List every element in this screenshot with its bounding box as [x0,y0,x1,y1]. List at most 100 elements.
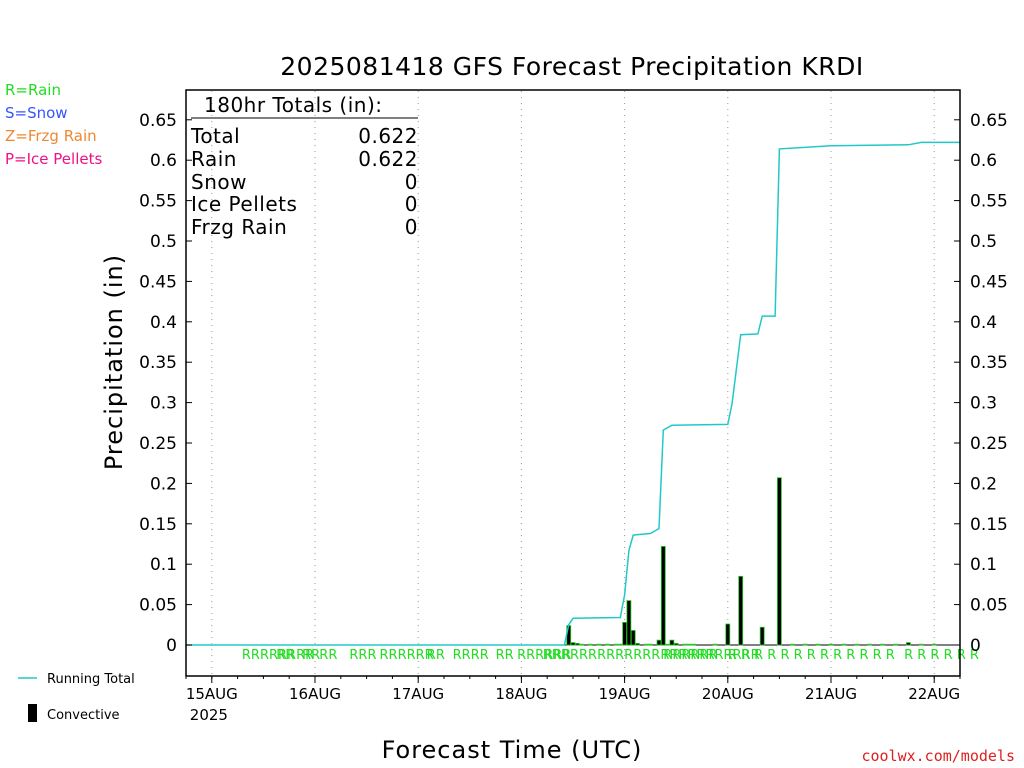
ptype-mark: RRRRRR [663,648,717,663]
precip-bar [691,643,696,646]
x-tick-label: 22AUG [908,685,960,703]
chart-title: 2025081418 GFS Forecast Precipitation KR… [280,52,863,81]
precip-bar [682,643,688,646]
y-tick-label-right: 0.65 [970,111,1008,131]
legend-running-total-label: Running Total [47,672,135,687]
totals-label-snow: Snow [191,170,247,194]
ptype-mark: RR [427,648,445,663]
ptype-mark: RRRRRRRRRRRRRRRRRRRRRRRR [543,648,760,663]
y-axis-label: Precipitation (in) [100,254,128,470]
precip-bar [648,643,653,646]
key-freezing-rain: Z=Frzg Rain [5,127,97,145]
precip-bar [789,643,795,646]
key-snow: S=Snow [5,104,68,122]
y-tick-label-right: 0.1 [970,555,997,575]
grid-lines [186,91,960,675]
precip-bar [777,477,782,646]
y-tick-label-right: 0.15 [970,515,1008,535]
y-tick-label: 0 [166,636,177,656]
plot-frame [185,89,961,677]
ptype-mark: RR [276,648,294,663]
precip-bar [665,643,670,646]
y-tick-label: 0.1 [150,555,177,575]
precip-bar [918,643,924,646]
ptype-mark: RR [319,648,337,663]
x-axis-label: Forecast Time (UTC) [382,736,643,764]
ptype-mark: RR [496,648,514,663]
y-tick-label-right: 0.6 [970,151,997,171]
precip-bar [867,643,873,646]
y-tick-label-right: 0.35 [970,353,1008,373]
precip-type-key: R=Rain S=Snow Z=Frzg Rain P=Ice Pellets [5,81,102,168]
totals-label-total: Total [190,124,240,148]
key-ice-pellets: P=Ice Pellets [5,150,102,168]
precip-bar [841,643,847,646]
precip-bar [759,626,765,646]
ptype-mark: RRRRRRRR [242,648,314,663]
x-axis: 15AUG 2025 16AUG 17AUG 18AUG 19AUG 20AUG 21AUG 2… [185,676,961,724]
chart-legend: Running Total Convective [18,672,135,723]
totals-header: 180hr Totals (in): [204,93,383,117]
credit-text: coolwx.com/models [861,747,1015,765]
precip-bar [626,600,632,646]
x-tick-label: 19AUG [599,685,651,703]
precip-bar [622,621,627,646]
precip-bar [854,643,860,646]
legend-convective-label: Convective [47,708,120,723]
x-tick-label: 17AUG [392,685,444,703]
precip-bar [828,643,834,646]
precip-bar [596,643,602,646]
precip-bar [673,642,679,646]
precip-bar [738,575,744,646]
x-tick-label: 16AUG [289,685,341,703]
y-tick-label: 0.2 [150,474,177,494]
precip-type-row: RRRRRRRRRR RR RR RRR RRRRRRRR RRRR RR RRRRRRRRR… [242,648,979,663]
totals-label-rain: Rain [191,147,237,171]
precip-bar [613,643,619,646]
y-tick-label: 0.45 [139,272,177,292]
y-axis-left: 0 0.05 0.1 0.15 0.2 0.25 0.3 0.35 0.4 0.45 0.5 0.55… [139,111,192,656]
y-tick-label: 0.15 [139,515,177,535]
x-tick-label: 15AUG [186,685,238,703]
y-tick-label-right: 0.3 [970,394,997,414]
precip-bar [660,546,666,646]
x-tick-label: 21AUG [805,685,857,703]
y-tick-label: 0.55 [139,192,177,212]
precip-bar [656,639,662,646]
y-tick-label: 0.5 [150,232,177,252]
precip-bar [617,643,623,646]
precip-bar [686,643,692,646]
y-tick-label-right: 0.05 [970,596,1008,616]
y-tick-label: 0.6 [150,151,177,171]
totals-value-frzg-rain: 0 [405,215,418,239]
precip-bar [880,643,885,646]
ptype-mark: RRRRRR [380,648,434,663]
precip-bar [802,643,808,646]
precip-bar [725,623,731,646]
precip-bar [587,643,593,646]
y-tick-label: 0.65 [139,111,177,131]
legend-convective-swatch [28,704,37,722]
precip-bar [630,630,636,646]
convective-bars [566,477,937,646]
y-tick-label: 0.05 [139,596,177,616]
ptype-mark: RRR [349,648,376,663]
x-tick-label: 20AUG [702,685,754,703]
key-rain: R=Rain [5,81,61,99]
y-tick-label-right: 0.25 [970,434,1008,454]
x-tick-label: 18AUG [495,685,547,703]
precip-bar [605,643,610,646]
y-axis-right: 0 0.05 0.1 0.15 0.2 0.25 0.3 0.35 0.4 0.45 0.5 0.55… [954,111,1008,656]
precip-bar [893,643,898,646]
totals-value-total: 0.622 [358,124,418,148]
y-tick-label-right: 0.5 [970,232,997,252]
totals-value-snow: 0 [405,170,418,194]
totals-label-frzg-rain: Frzg Rain [191,215,287,239]
totals-value-rain: 0.622 [358,147,418,171]
precip-bar [574,642,580,646]
ptype-mark: RRRRRR [517,648,571,663]
precip-bar [635,642,640,646]
precip-bar [906,642,911,646]
y-tick-label: 0.35 [139,353,177,373]
precip-bar [570,642,576,646]
